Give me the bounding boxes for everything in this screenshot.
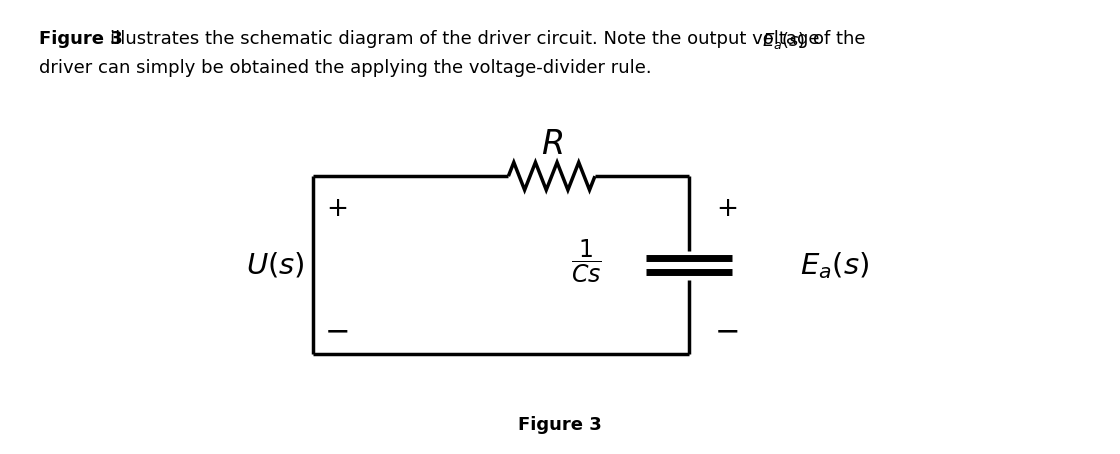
Text: Figure 3: Figure 3 xyxy=(39,30,123,48)
Text: $-$: $-$ xyxy=(715,315,739,346)
Text: Figure 3: Figure 3 xyxy=(519,416,601,434)
Text: $E_a(s)$: $E_a(s)$ xyxy=(762,30,805,50)
Text: $\dfrac{1}{Cs}$: $\dfrac{1}{Cs}$ xyxy=(571,238,603,285)
Text: $+$: $+$ xyxy=(326,196,347,222)
Text: $U(s)$: $U(s)$ xyxy=(245,251,305,280)
Text: illustrates the schematic diagram of the driver circuit. Note the output voltage: illustrates the schematic diagram of the… xyxy=(110,30,825,48)
Text: $R$: $R$ xyxy=(541,129,562,161)
Text: $-$: $-$ xyxy=(324,315,348,346)
Text: of the: of the xyxy=(813,30,866,48)
Text: $+$: $+$ xyxy=(716,196,737,222)
Text: $E_a(s)$: $E_a(s)$ xyxy=(800,250,869,281)
Text: driver can simply be obtained the applying the voltage-divider rule.: driver can simply be obtained the applyi… xyxy=(39,59,652,77)
